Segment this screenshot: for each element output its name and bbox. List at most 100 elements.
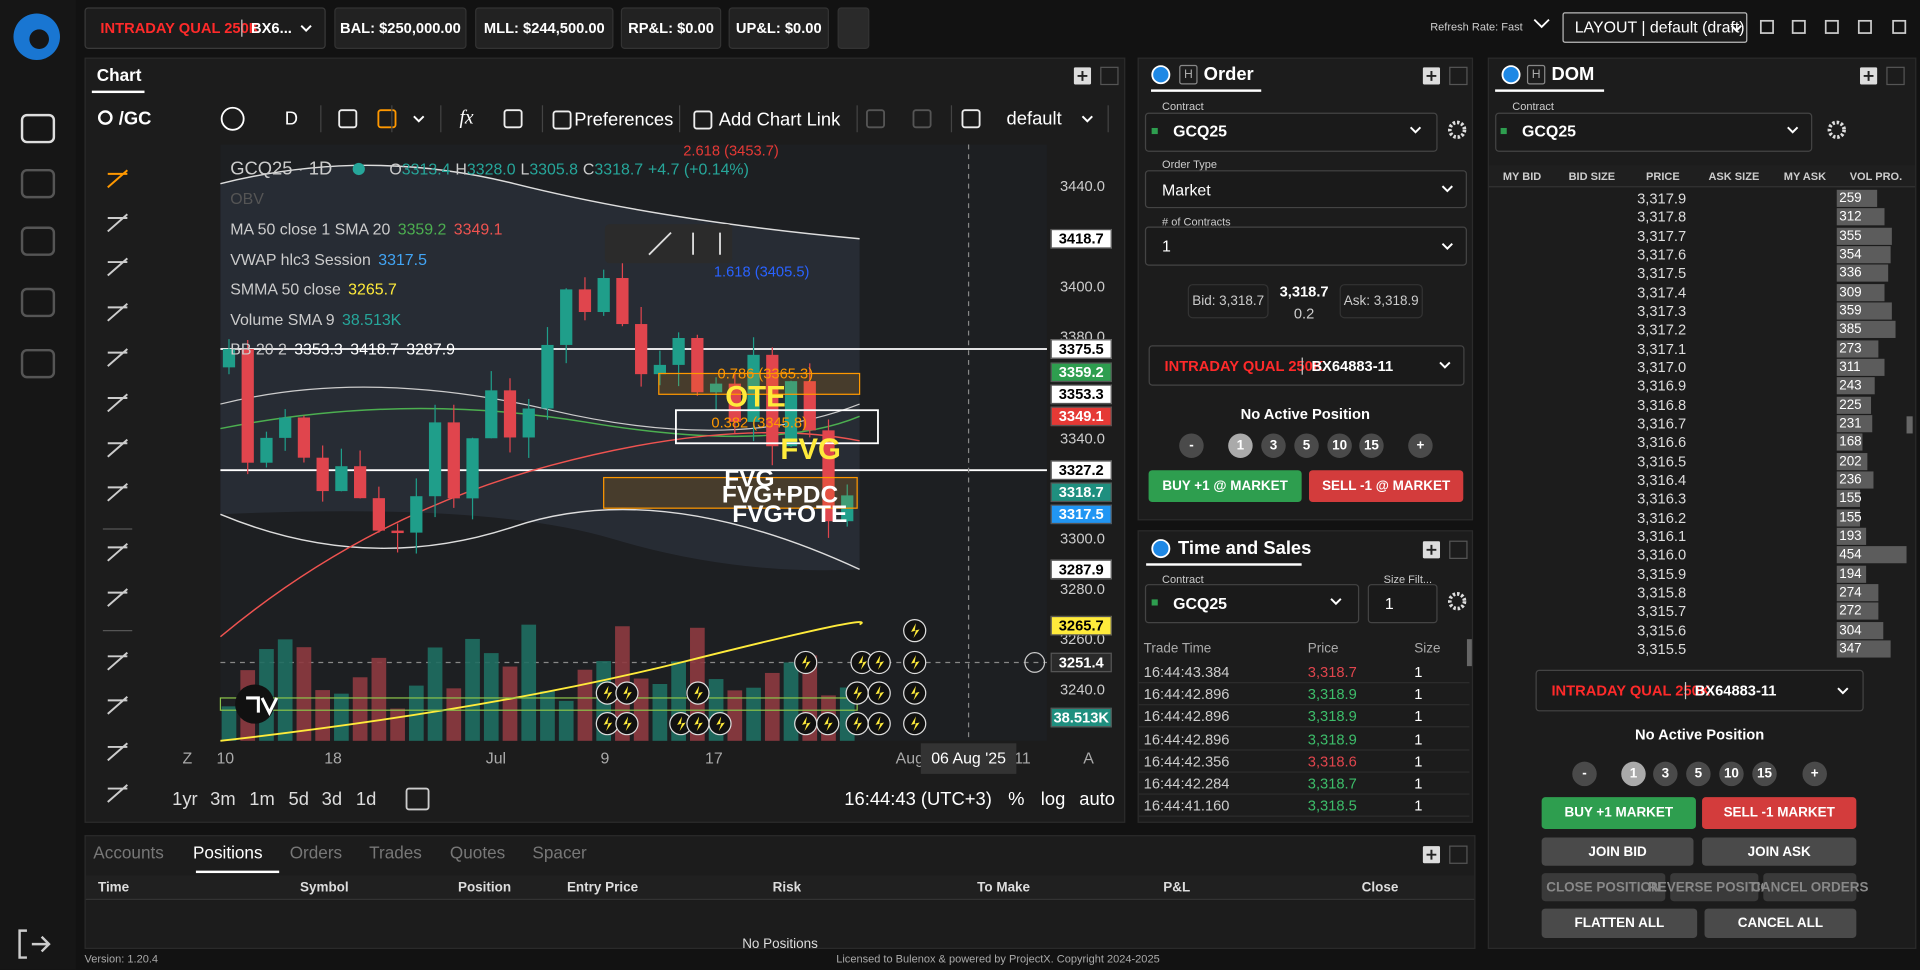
- quantity-button[interactable]: [1408, 433, 1433, 458]
- volume-profile-bar: [1836, 640, 1891, 658]
- bottom-tab[interactable]: Spacer: [532, 842, 587, 863]
- quantity-button[interactable]: [1228, 433, 1253, 458]
- quantity-button[interactable]: [1802, 761, 1827, 787]
- contract-select[interactable]: [1144, 584, 1360, 624]
- dom-button[interactable]: [1541, 873, 1666, 902]
- column-header: Close: [1361, 880, 1399, 896]
- scale-mode-button[interactable]: log: [1040, 789, 1066, 811]
- volume-value: 273: [1839, 341, 1862, 356]
- indicator-name: Volume SMA 9: [230, 309, 335, 329]
- dom-button-label: CANCEL ORDERS: [1751, 879, 1869, 895]
- sell-button[interactable]: [1308, 470, 1464, 503]
- column-header: BID SIZE: [1568, 170, 1616, 183]
- account-select[interactable]: [1148, 345, 1465, 386]
- quantity-button[interactable]: [1327, 433, 1352, 458]
- trade-time: 16:44:42.896: [1143, 708, 1230, 726]
- column-header: To Make: [977, 880, 1031, 896]
- account-select[interactable]: [84, 7, 326, 49]
- bottom-tab[interactable]: Positions: [192, 842, 263, 863]
- range-button[interactable]: 1m: [249, 789, 275, 811]
- quantity-button[interactable]: [1179, 433, 1204, 458]
- table-header: [85, 875, 1475, 901]
- quantity-button[interactable]: [1572, 761, 1597, 787]
- price-badge: [1050, 615, 1112, 636]
- contract-select[interactable]: [1144, 112, 1438, 152]
- time-tick-label: Aug: [895, 748, 924, 768]
- account-select[interactable]: [1535, 669, 1864, 712]
- bottom-tab[interactable]: Orders: [289, 842, 343, 863]
- size-filter-input[interactable]: [1367, 584, 1438, 624]
- volume-profile-bar: [1836, 490, 1861, 508]
- dom-button[interactable]: [1541, 797, 1696, 829]
- indicators-button[interactable]: fx: [459, 107, 474, 129]
- stat-box: [475, 7, 614, 49]
- price-badge-label: 3418.7: [1058, 230, 1104, 248]
- dom-button-label: REVERSE POSITION: [1648, 879, 1781, 895]
- crosshair-date: 06 Aug '25: [931, 748, 1006, 768]
- bottom-tab[interactable]: Quotes: [449, 842, 506, 863]
- dom-button[interactable]: [1702, 837, 1857, 866]
- bottom-tab[interactable]: Accounts: [93, 842, 164, 863]
- dom-button[interactable]: [1670, 873, 1759, 902]
- quantity-button[interactable]: [1653, 761, 1678, 787]
- trade-price: 3,318.7: [1307, 775, 1357, 793]
- indicator-value: 3265.7: [348, 279, 397, 299]
- scale-mode-button[interactable]: %: [1008, 789, 1025, 811]
- interval[interactable]: D: [284, 108, 299, 130]
- quantity-label: 10: [1332, 438, 1348, 454]
- range-button[interactable]: 1yr: [172, 789, 198, 811]
- bid-box: [1187, 284, 1269, 319]
- dom-button[interactable]: [1541, 837, 1694, 866]
- annotation: FVG: [724, 465, 775, 493]
- bottom-tab[interactable]: Trades: [369, 842, 422, 863]
- order-type-select[interactable]: [1144, 170, 1467, 209]
- info-button[interactable]: [837, 7, 870, 49]
- contracts-input[interactable]: [1144, 226, 1467, 266]
- quantity-button[interactable]: [1719, 761, 1744, 787]
- range-button[interactable]: 3m: [210, 789, 236, 811]
- field-label: # of Contracts: [1162, 215, 1231, 228]
- time-sales-panel: [1137, 530, 1474, 823]
- dom-button[interactable]: [1763, 873, 1857, 902]
- ohlc-value: 3305.8: [529, 159, 579, 179]
- chart-link-button[interactable]: Add Chart Link: [718, 109, 841, 131]
- quantity-button[interactable]: [1686, 761, 1711, 787]
- quantity-button[interactable]: [1752, 761, 1777, 787]
- time-tick-label: Z: [182, 748, 193, 768]
- stat-box: [620, 7, 722, 49]
- quantity-button[interactable]: [1294, 433, 1319, 458]
- scale-mode-button[interactable]: auto: [1079, 789, 1116, 811]
- indicator-name: BB 20 2: [230, 339, 287, 359]
- template-select[interactable]: default: [1006, 108, 1062, 130]
- dom-button[interactable]: [1704, 908, 1857, 938]
- indicator-name: SMMA 50 close: [230, 279, 341, 299]
- trade-time: 16:44:41.160: [1143, 797, 1230, 815]
- column-header: PRICE: [1646, 170, 1680, 183]
- dom-button[interactable]: [1541, 908, 1698, 938]
- layout-select[interactable]: [1562, 12, 1748, 43]
- panel-title: DOM: [1551, 64, 1595, 86]
- buy-button[interactable]: [1148, 470, 1302, 503]
- empty-state: No Positions: [742, 936, 818, 952]
- quantity-label: 5: [1694, 766, 1703, 782]
- contract-select[interactable]: [1495, 112, 1813, 152]
- quantity-button[interactable]: [1261, 433, 1286, 458]
- contracts-input-value: 1: [1162, 236, 1171, 256]
- dom-button-label: CANCEL ALL: [1737, 915, 1824, 931]
- symbol-search[interactable]: /GC: [118, 108, 152, 130]
- preferences-button[interactable]: Preferences: [574, 109, 674, 131]
- volume-value: 311: [1839, 359, 1861, 375]
- quantity-button[interactable]: [1359, 433, 1384, 458]
- dom-button-label: BUY +1 MARKET: [1564, 805, 1674, 821]
- panel-badge-label: H: [1183, 67, 1193, 82]
- range-button[interactable]: 5d: [288, 789, 309, 811]
- dom-button[interactable]: [1702, 797, 1857, 829]
- price-badge-label: 3317.5: [1058, 505, 1104, 523]
- dom-button-label: JOIN BID: [1588, 844, 1647, 859]
- quantity-button[interactable]: [1621, 761, 1646, 787]
- indicator-name: VWAP hlc3 Session: [230, 249, 371, 269]
- dom-price: 3,317.6: [1637, 246, 1687, 264]
- range-button[interactable]: 1d: [355, 789, 377, 811]
- range-button[interactable]: 3d: [321, 789, 343, 811]
- dom-button-label: CLOSE POSITION: [1546, 879, 1661, 895]
